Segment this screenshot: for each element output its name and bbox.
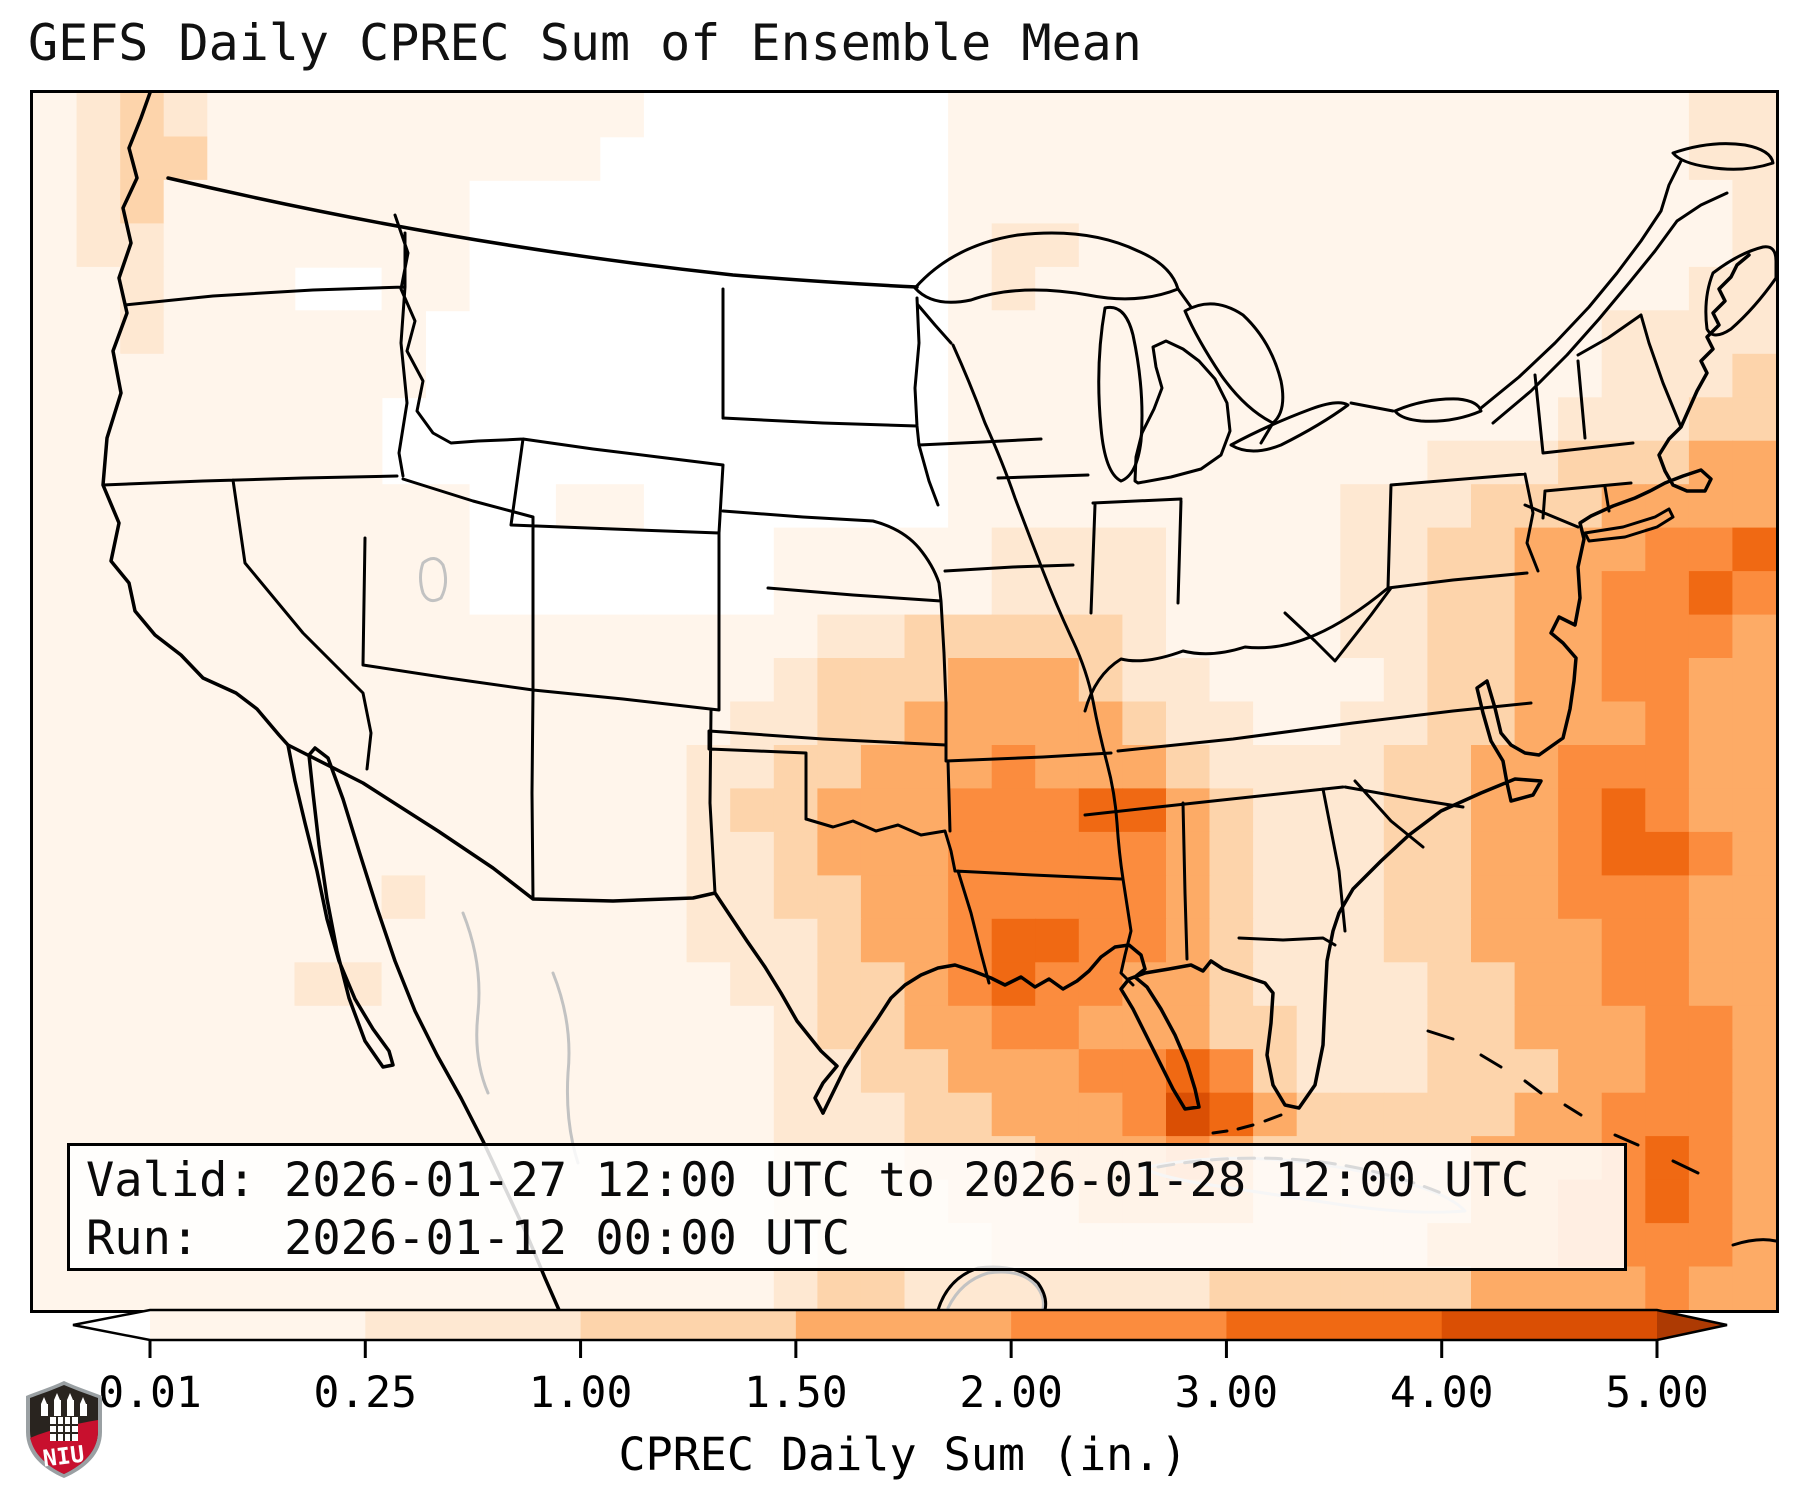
colorbar-tick-label: 0.01 (98, 1368, 202, 1418)
anticosti-island (1671, 142, 1775, 171)
colorbar-tick-label: 2.00 (959, 1368, 1063, 1418)
state-borders-south (1083, 701, 1533, 961)
colorbar-under-arrow (73, 1310, 150, 1340)
colorbar-tick-labels: 0.01 0.25 1.00 1.50 2.00 3.00 4.00 5.00 (0, 1368, 1803, 1424)
niu-logo-text: NIU (41, 1442, 85, 1473)
colorbar-tick-label: 1.50 (744, 1368, 848, 1418)
precipitation-cells (33, 93, 1776, 1310)
niu-castle-windows (50, 1417, 78, 1441)
niu-logo: NIU (26, 1381, 102, 1478)
state-borders-midwest (916, 303, 1390, 713)
map-canvas (33, 93, 1776, 1310)
long-island (1583, 507, 1675, 543)
canada-border (166, 176, 919, 289)
valid-run-info-box: Valid: 2026-01-27 12:00 UTC to 2026-01-2… (67, 1143, 1627, 1271)
colorbar-tick-label: 4.00 (1389, 1368, 1494, 1418)
mississippi-river (951, 343, 1135, 987)
florida-keys (1211, 1113, 1283, 1135)
niu-shield-red (30, 1420, 98, 1474)
figure-title: GEFS Daily CPREC Sum of Ensemble Mean (28, 14, 1142, 72)
great-salt-lake-outline (419, 557, 448, 603)
lake-ontario (1393, 397, 1483, 423)
colorbar-tick-label: 1.00 (528, 1368, 633, 1418)
colorbar (72, 1308, 1728, 1358)
colorbar-tick-label: 3.00 (1174, 1368, 1279, 1418)
colorbar-tick-label: 0.25 (313, 1368, 418, 1418)
colorbar-axis-label: CPREC Daily Sum (in.) (618, 1428, 1188, 1481)
colorbar-tick-label: 5.00 (1605, 1368, 1709, 1418)
run-text: Run: 2026-01-12 00:00 UTC (86, 1211, 851, 1266)
map-panel: Valid: 2026-01-27 12:00 UTC to 2026-01-2… (30, 90, 1779, 1313)
lake-huron (1183, 302, 1285, 425)
nova-scotia (1704, 245, 1776, 337)
gulf-atlantic-coastline (821, 253, 1751, 1115)
colorbar-segments (150, 1310, 1658, 1340)
lake-michigan (1097, 305, 1144, 483)
colorbar-over-arrow (1657, 1310, 1727, 1340)
st-lawrence-river (1479, 159, 1729, 425)
valid-text: Valid: 2026-01-27 12:00 UTC to 2026-01-2… (86, 1153, 1530, 1208)
state-borders-west (101, 213, 948, 901)
pacific-mexico-coastline (101, 93, 561, 1310)
state-borders-plains (721, 287, 1123, 985)
geography-borders (101, 93, 1776, 1310)
caribbean-islands (1426, 1029, 1776, 1247)
colorbar-ticks (148, 1340, 1659, 1358)
rio-grande-mexico-border (286, 743, 839, 1115)
michigan-mitten (1133, 339, 1232, 485)
lake-erie (1229, 401, 1350, 453)
state-borders-east (1283, 313, 1683, 663)
